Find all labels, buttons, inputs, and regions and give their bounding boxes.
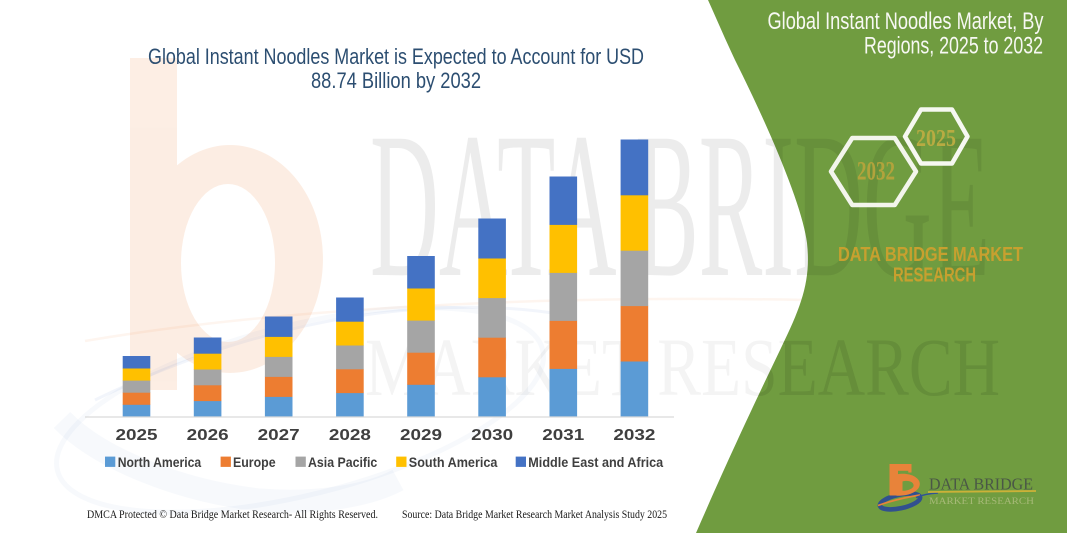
svg-text:DMCA Protected © Data Bridge M: DMCA Protected © Data Bridge Market Rese… bbox=[87, 509, 378, 521]
svg-text:Asia Pacific: Asia Pacific bbox=[308, 454, 377, 470]
svg-text:2029: 2029 bbox=[400, 427, 442, 444]
svg-text:South America: South America bbox=[409, 454, 498, 470]
svg-text:2032: 2032 bbox=[613, 427, 655, 444]
svg-text:North America: North America bbox=[118, 454, 202, 470]
svg-text:Global Instant Noodles Market,: Global Instant Noodles Market, By bbox=[768, 8, 1044, 35]
svg-text:2032: 2032 bbox=[857, 157, 895, 186]
svg-text:Source: Data Bridge Market Res: Source: Data Bridge Market Research Mark… bbox=[402, 509, 667, 521]
svg-text:Middle East and Africa: Middle East and Africa bbox=[528, 454, 663, 470]
svg-text:DATA BRIDGE: DATA BRIDGE bbox=[929, 475, 1033, 494]
svg-text:2025: 2025 bbox=[916, 126, 956, 152]
svg-text:MARKET RESEARCH: MARKET RESEARCH bbox=[929, 496, 1035, 506]
svg-text:RESEARCH: RESEARCH bbox=[893, 264, 976, 287]
svg-text:88.74 Billion by 2032: 88.74 Billion by 2032 bbox=[311, 68, 481, 93]
svg-text:2030: 2030 bbox=[471, 427, 513, 444]
svg-text:DATA BRIDGE MARKET: DATA BRIDGE MARKET bbox=[838, 243, 1023, 266]
svg-text:Regions, 2025 to 2032: Regions, 2025 to 2032 bbox=[864, 33, 1043, 60]
svg-text:2027: 2027 bbox=[258, 427, 300, 444]
svg-text:Europe: Europe bbox=[233, 454, 276, 470]
svg-text:2028: 2028 bbox=[329, 427, 371, 444]
svg-text:2031: 2031 bbox=[542, 427, 584, 444]
svg-text:Global Instant Noodles Market: Global Instant Noodles Market is Expecte… bbox=[148, 44, 644, 69]
svg-text:MARKET RESEARCH: MARKET RESEARCH bbox=[365, 321, 1000, 413]
svg-text:2025: 2025 bbox=[116, 427, 158, 444]
svg-text:2026: 2026 bbox=[187, 427, 229, 444]
